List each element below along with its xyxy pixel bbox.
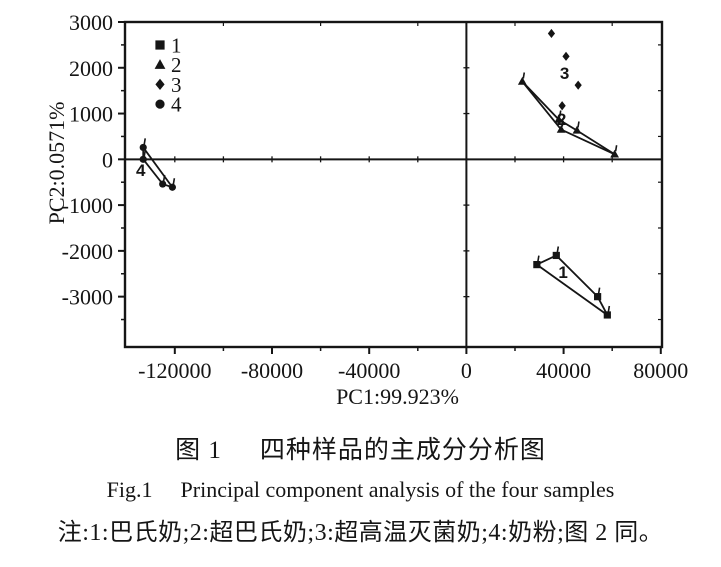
x-tick-label: 80000 [633,358,688,383]
series-4-milk-powder: 4 [136,138,176,191]
legend-item-4: 4 [155,93,182,117]
y-tick-label: -2000 [62,239,113,264]
figure-caption-zh: 图 1 四种样品的主成分分析图 [0,430,721,466]
y-tick-label: 1000 [69,102,113,127]
x-tick-label: -40000 [338,358,400,383]
figure-caption-en: Fig.1 Principal component analysis of the… [0,477,721,503]
data-point-sample-4 [139,150,147,163]
y-tick-label: -3000 [62,285,113,310]
x-tick-label: -120000 [138,358,211,383]
y-axis: 3000 2000 1000 0 -1000 -2000 -3000 PC2:0.0571% [44,10,662,321]
y-tick-label: 3000 [69,10,113,35]
data-point-sample-2 [572,121,582,134]
x-tick-label: 0 [461,358,472,383]
data-point-sample-1 [552,246,560,260]
plot-border [123,20,664,349]
x-axis: -120000 -80000 -40000 0 40000 80000 PC1:99.923… [138,22,688,409]
cluster-label-4: 4 [136,161,146,180]
data-point-sample-2 [556,120,566,133]
zero-reference-lines [125,22,662,347]
data-point-sample-1 [603,305,611,319]
data-point-sample-4 [139,138,147,152]
data-point-sample-2 [554,110,564,123]
legend-label: 4 [171,93,182,117]
cluster-label-3: 3 [560,64,569,83]
data-point-sample-1 [533,255,541,269]
data-point-sample-2 [610,145,620,158]
data-point-sample-3 [562,51,570,61]
legend-item-2: 2 [154,53,182,77]
legend-item-1: 1 [155,34,182,58]
legend-label: 3 [171,73,182,97]
data-point-sample-2 [517,72,527,85]
pca-scatter-chart: -120000 -80000 -40000 0 40000 80000 PC1:99.923… [44,10,688,409]
data-point-sample-4 [159,174,167,188]
legend-label: 2 [171,53,182,77]
series-2-ultra-pasteurized-milk: 2 [517,72,620,158]
y-axis-title: PC2:0.0571% [44,102,69,225]
cluster-label-1: 1 [558,263,567,282]
figure-note-zh: 注:1:巴氏奶;2:超巴氏奶;3:超高温灭菌奶;4:奶粉;图 2 同。 [57,520,664,546]
data-point-sample-3 [574,80,582,90]
figure-number-en: Fig.1 [106,477,153,502]
legend-item-3: 3 [155,73,182,97]
data-point-sample-3 [547,28,556,39]
x-tick-label: 40000 [536,358,591,383]
series-1-pasteurized-milk: 1 [533,246,611,319]
figure-title-en: Principal component analysis of the four… [180,477,615,502]
y-tick-label: 2000 [69,56,113,81]
cluster-label-2: 2 [557,110,566,129]
x-axis-title: PC1:99.923% [336,384,459,409]
series-3-uht-sterilized-milk: 3 [547,28,582,111]
figure-number-zh: 图 1 [175,437,222,464]
x-tick-label: -80000 [241,358,303,383]
data-point-sample-3 [558,101,566,111]
data-point-sample-4 [168,178,176,191]
y-tick-label: 0 [102,147,113,172]
y-tick-label: -1000 [62,193,113,218]
data-point-sample-1 [594,287,602,301]
legend-label: 1 [171,34,182,58]
figure-title-zh: 四种样品的主成分分析图 [259,437,546,464]
